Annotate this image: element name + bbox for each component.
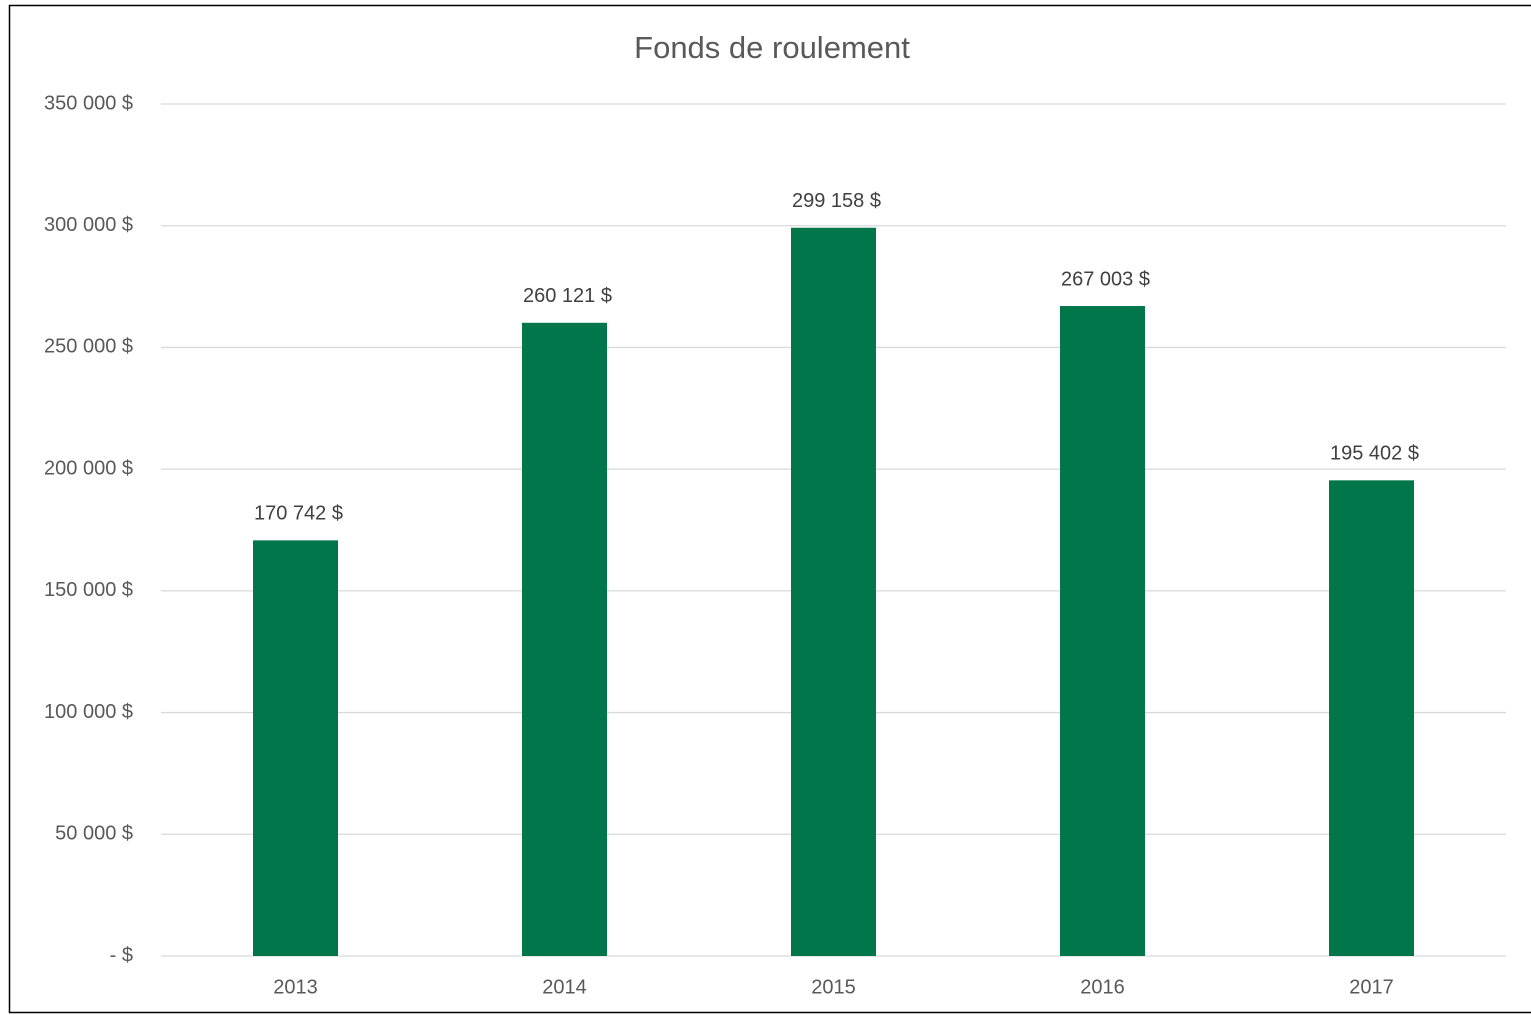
data-label: 267 003 $ xyxy=(1061,268,1150,290)
data-label: 195 402 $ xyxy=(1330,443,1419,465)
chart-title: Fonds de roulement xyxy=(634,30,910,65)
y-tick-label: 350 000 $ xyxy=(44,92,133,114)
y-tick-label: 150 000 $ xyxy=(44,579,133,601)
y-tick-label: 50 000 $ xyxy=(55,823,133,845)
bar xyxy=(252,540,339,956)
y-tick-label: 300 000 $ xyxy=(44,214,133,236)
bar xyxy=(521,322,608,957)
x-tick-label: 2016 xyxy=(1080,976,1125,998)
chart-border xyxy=(8,4,1531,1014)
x-tick-label: 2014 xyxy=(542,976,587,998)
data-label: 260 121 $ xyxy=(523,285,612,307)
x-tick-label: 2015 xyxy=(811,976,856,998)
y-tick-label: 100 000 $ xyxy=(44,701,133,723)
x-tick-label: 2013 xyxy=(273,976,318,998)
x-tick-label: 2017 xyxy=(1349,976,1394,998)
y-tick-label: 200 000 $ xyxy=(44,457,133,479)
bar xyxy=(1328,480,1415,956)
bar xyxy=(790,227,877,956)
data-label: 299 158 $ xyxy=(792,190,881,212)
bar xyxy=(1059,306,1146,956)
y-tick-label: 250 000 $ xyxy=(44,336,133,358)
y-tick-label: - $ xyxy=(110,944,133,966)
data-label: 170 742 $ xyxy=(254,503,343,525)
